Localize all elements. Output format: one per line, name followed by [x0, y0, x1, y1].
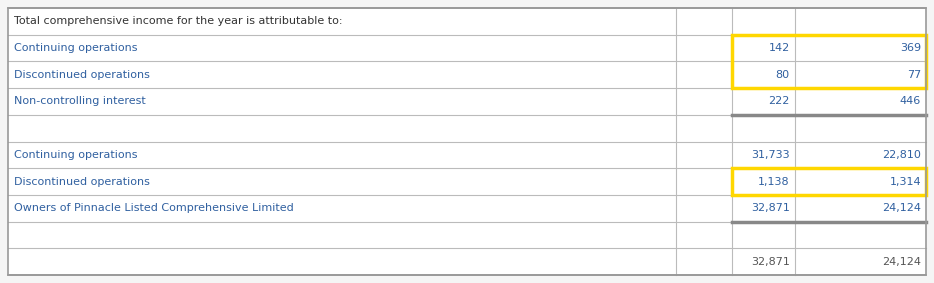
Text: Continuing operations: Continuing operations	[14, 150, 137, 160]
Text: 32,871: 32,871	[751, 203, 790, 213]
Text: 77: 77	[907, 70, 921, 80]
Text: Owners of Pinnacle Listed Comprehensive Limited: Owners of Pinnacle Listed Comprehensive …	[14, 203, 294, 213]
Text: 24,124: 24,124	[882, 203, 921, 213]
Text: Discontinued operations: Discontinued operations	[14, 177, 149, 186]
Text: 1,138: 1,138	[758, 177, 790, 186]
Text: Non-controlling interest: Non-controlling interest	[14, 97, 146, 106]
Text: 446: 446	[899, 97, 921, 106]
Text: 222: 222	[769, 97, 790, 106]
Bar	[732, 35, 926, 88]
Text: 369: 369	[899, 43, 921, 53]
Text: 31,733: 31,733	[751, 150, 790, 160]
Text: Continuing operations: Continuing operations	[14, 43, 137, 53]
Text: Total comprehensive income for the year is attributable to:: Total comprehensive income for the year …	[14, 16, 343, 26]
Text: 32,871: 32,871	[751, 257, 790, 267]
Text: 1,314: 1,314	[889, 177, 921, 186]
Bar	[732, 168, 926, 195]
Text: Discontinued operations: Discontinued operations	[14, 70, 149, 80]
Text: 24,124: 24,124	[882, 257, 921, 267]
Text: 80: 80	[775, 70, 790, 80]
Text: 22,810: 22,810	[882, 150, 921, 160]
Text: 142: 142	[769, 43, 790, 53]
